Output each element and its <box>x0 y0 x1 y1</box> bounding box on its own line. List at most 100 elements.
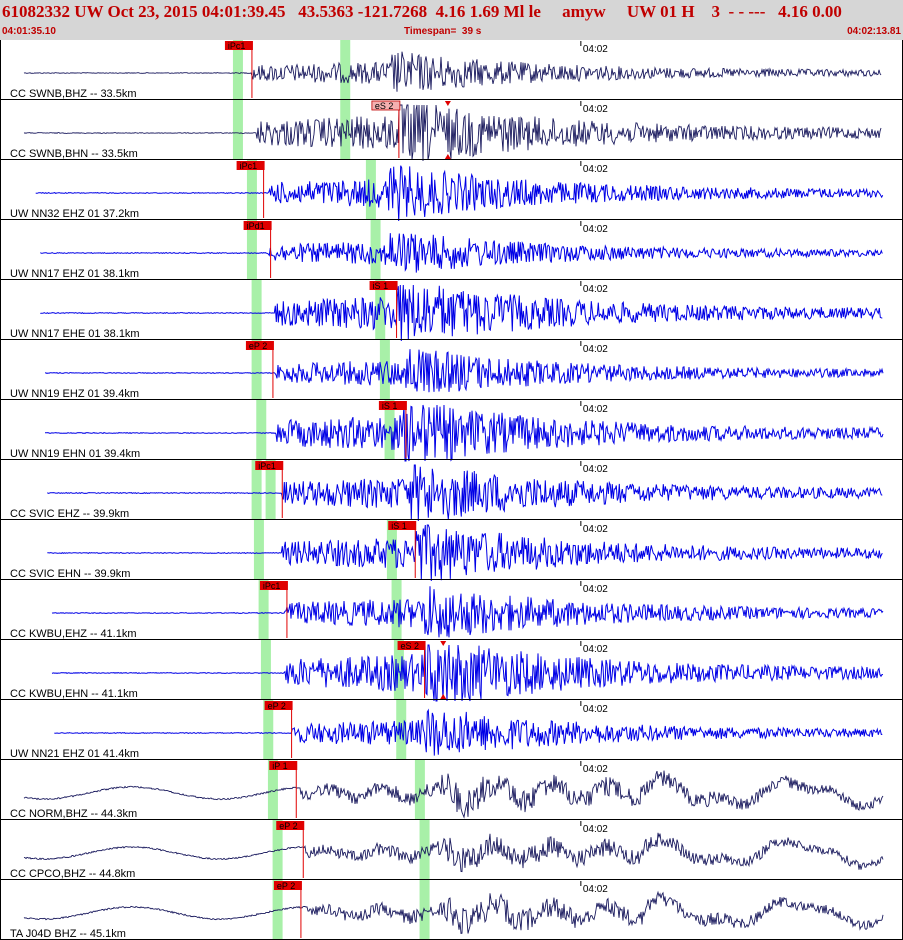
trace-row[interactable]: iPc1 04:02 CC SVIC EHZ -- 39.9km <box>0 460 903 522</box>
time-window-marker <box>265 460 276 520</box>
phase-pick[interactable]: eP 2 <box>264 701 293 758</box>
waveform-trace[interactable] <box>40 233 883 273</box>
phase-pick[interactable]: eP 2 <box>276 821 305 878</box>
pick-label: iP 1 <box>272 761 287 771</box>
station-label: TA J04D BHZ -- 45.1km <box>10 928 126 940</box>
trace-row[interactable]: iP 1 04:02 CC NORM,BHZ -- 44.3km <box>0 760 903 820</box>
minute-label: 04:02 <box>583 584 608 595</box>
minute-label: 04:02 <box>583 464 608 475</box>
time-window-marker <box>263 700 274 760</box>
time-window-marker <box>340 40 351 100</box>
pick-flag <box>245 341 274 350</box>
waveform-trace[interactable] <box>51 586 884 638</box>
trace-row[interactable]: iS 1 04:02 CC SVIC EHN -- 39.9km <box>0 520 903 582</box>
pick-flag <box>224 41 253 50</box>
pick-flag <box>388 521 417 530</box>
time-window-marker <box>246 220 257 280</box>
pick-label: eP 2 <box>268 701 286 711</box>
seismogram-panel[interactable]: iPc1 04:02 CC SWNB,BHZ -- 33.5km eS 2 04:02 C… <box>0 40 903 940</box>
trace-row[interactable]: iPc1 04:02 UW NN32 EHZ 01 37.2km <box>0 160 903 222</box>
time-window-marker <box>419 820 430 880</box>
waveform-trace[interactable] <box>40 284 883 342</box>
phase-pick[interactable]: iPc1 <box>224 41 253 98</box>
trace-row[interactable]: eS 2 04:02 CC KWBU,EHN -- 41.1km <box>0 640 903 702</box>
station-label: CC SVIC EHN -- 39.9km <box>10 568 130 580</box>
waveform-trace[interactable] <box>47 464 883 522</box>
trace-row[interactable]: eP 2 04:02 UW NN21 EHZ 01 41.4km <box>0 700 903 760</box>
phase-pick[interactable]: iS 1 <box>388 521 417 578</box>
pick-flag <box>269 761 298 770</box>
time-window-marker <box>251 280 262 340</box>
station-label: UW NN17 EHZ 01 38.1km <box>10 268 139 280</box>
pick-label: iPd1 <box>247 221 265 231</box>
station-label: UW NN19 EHN 01 39.4km <box>10 448 140 460</box>
waveform-trace[interactable] <box>23 832 884 873</box>
pick-label: eP 2 <box>249 341 267 351</box>
waveform-trace[interactable] <box>35 165 884 222</box>
waveform-trace[interactable] <box>23 890 884 934</box>
pick-flag <box>371 100 401 111</box>
station-label: UW NN17 EHE 01 38.1km <box>10 328 140 340</box>
time-window-marker <box>375 280 386 340</box>
seismogram-plot[interactable]: iPc1 04:02 CC SWNB,BHZ -- 33.5km eS 2 04:02 C… <box>0 40 903 940</box>
time-window-marker <box>253 520 264 580</box>
station-label: CC KWBU,EHZ -- 41.1km <box>10 628 137 640</box>
trace-row[interactable]: iS 1 04:02 UW NN19 EHN 01 39.4km <box>0 400 903 462</box>
pick-label: iPc1 <box>228 41 246 51</box>
phase-pick[interactable]: eP 2 <box>273 881 302 938</box>
minute-label: 04:02 <box>583 644 608 655</box>
pick-flag <box>264 701 293 710</box>
trace-row[interactable]: eS 2 04:02 CC SWNB,BHN -- 33.5km <box>0 100 903 162</box>
minute-label: 04:02 <box>583 164 608 175</box>
waveform-trace[interactable] <box>45 404 884 462</box>
waveform-trace[interactable] <box>23 51 882 92</box>
waveform-trace[interactable] <box>45 349 884 393</box>
trace-row[interactable]: eP 2 04:02 UW NN19 EHZ 01 39.4km <box>0 340 903 400</box>
pick-flag <box>276 821 305 830</box>
trace-row[interactable]: iPc1 04:02 CC SWNB,BHZ -- 33.5km <box>0 40 903 100</box>
time-window-marker <box>258 580 269 640</box>
station-label: CC SVIC EHZ -- 39.9km <box>10 508 129 520</box>
trace-row[interactable]: eP 2 04:02 TA J04D BHZ -- 45.1km <box>0 880 903 940</box>
station-label: CC NORM,BHZ -- 44.3km <box>10 808 137 820</box>
time-window-marker <box>340 100 351 160</box>
station-label: UW NN32 EHZ 01 37.2km <box>10 208 139 220</box>
pick-label: iPc1 <box>263 581 281 591</box>
minute-label: 04:02 <box>583 44 608 55</box>
minute-label: 04:02 <box>583 884 608 895</box>
phase-pick[interactable]: iPd1 <box>243 221 272 278</box>
phase-pick[interactable]: eS 2 <box>397 641 426 698</box>
trace-row[interactable]: iPc1 04:02 CC KWBU,EHZ -- 41.1km <box>0 580 903 640</box>
trace-row[interactable]: iPd1 04:02 UW NN17 EHZ 01 38.1km <box>0 220 903 280</box>
pick-label: iS 1 <box>391 521 407 531</box>
pick-label: iPc1 <box>240 161 258 171</box>
pick-label: eS 2 <box>401 641 420 651</box>
phase-pick[interactable]: iPc1 <box>259 581 288 638</box>
trace-row[interactable]: eP 2 04:02 CC CPCO,BHZ -- 44.8km <box>0 820 903 880</box>
timespan-label: Timespan= 39 s <box>404 26 482 37</box>
amplitude-marker-bottom <box>440 694 447 699</box>
minute-label: 04:02 <box>583 344 608 355</box>
waveform-trace[interactable] <box>47 524 883 582</box>
phase-pick[interactable]: iPc1 <box>236 161 265 218</box>
pick-flag <box>369 281 398 290</box>
phase-pick[interactable]: iS 1 <box>369 281 398 338</box>
trace-row[interactable]: iS 1 04:02 UW NN17 EHE 01 38.1km <box>0 280 903 342</box>
phase-pick[interactable]: eP 2 <box>245 341 274 398</box>
station-label: UW NN21 EHZ 01 41.4km <box>10 748 139 760</box>
waveform-trace[interactable] <box>54 708 883 756</box>
time-window-marker <box>232 100 243 160</box>
waveform-trace[interactable] <box>23 104 882 162</box>
phase-pick[interactable]: eS 2 <box>371 100 401 158</box>
minute-label: 04:02 <box>583 764 608 775</box>
pick-flag <box>259 581 288 590</box>
minute-label: 04:02 <box>583 404 608 415</box>
phase-pick[interactable]: iP 1 <box>269 761 298 818</box>
pick-flag <box>236 161 265 170</box>
waveform-trace[interactable] <box>51 644 884 702</box>
waveform-trace[interactable] <box>23 770 884 819</box>
pick-label: eP 2 <box>277 881 295 891</box>
phase-pick[interactable]: iPc1 <box>255 461 284 518</box>
time-window-marker <box>370 220 381 280</box>
phase-pick[interactable]: iS 1 <box>378 401 407 458</box>
